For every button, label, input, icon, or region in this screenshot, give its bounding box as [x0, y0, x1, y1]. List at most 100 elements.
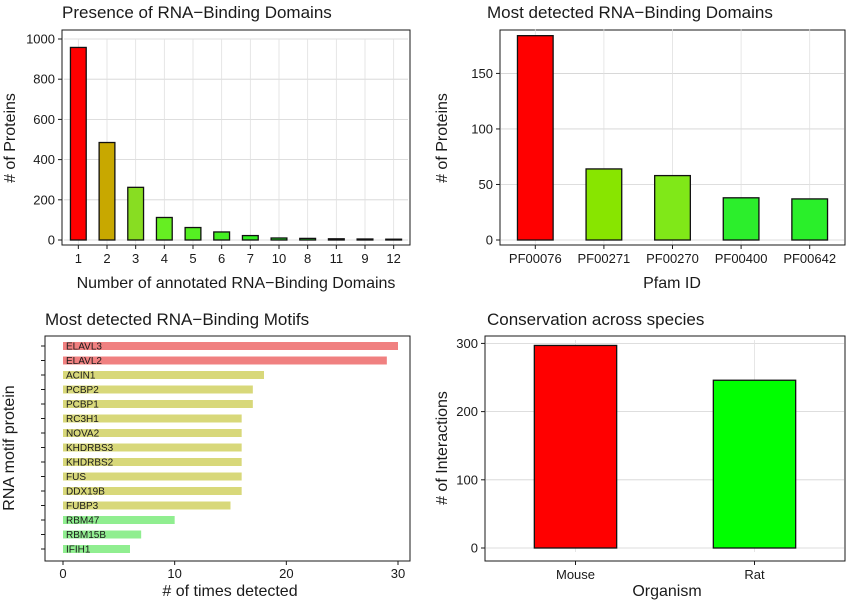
panel3-bar — [63, 458, 242, 466]
panel3-bar-label: DDX19B — [66, 487, 105, 498]
panel4-y-axis-label: # of Interactions — [434, 391, 451, 505]
panel3-bar-label: ELAVL3 — [66, 342, 102, 353]
panel2-bars — [516, 35, 829, 241]
panel2-x-tick-label: PF00076 — [509, 251, 562, 266]
panel2-bar — [585, 168, 623, 241]
panel2-x-tick-label: PF00270 — [646, 251, 699, 266]
panel1-x-tick-label: 1 — [75, 251, 82, 266]
panel3-bar — [63, 342, 398, 350]
panel3-bar — [63, 501, 231, 510]
panel1-y-tick-label: 200 — [33, 192, 55, 207]
panel2-title: Most detected RNA−Binding Domains — [487, 3, 773, 22]
panel3-y-ticks — [41, 345, 45, 550]
panel3-bar-label: RC3H1 — [66, 414, 99, 425]
panel1-x-tick-label: 12 — [386, 251, 400, 266]
panel4-bars — [533, 344, 797, 549]
panel1-bar — [127, 186, 145, 241]
panel3-bar-label: KHDRBS2 — [66, 458, 114, 469]
panel3-bar-label: NOVA2 — [66, 429, 100, 440]
panel2-y-tick-label: 50 — [479, 177, 493, 192]
panel4-x-ticks: Mouse Rat — [556, 561, 765, 582]
panel3-bar-label: IFIH1 — [66, 545, 91, 556]
panel2-bar — [654, 174, 691, 241]
panel3-bar-label: PCBP2 — [66, 385, 99, 396]
panel3-bar — [63, 516, 175, 524]
panel2-x-axis-label: Pfam ID — [643, 275, 701, 292]
panel1-x-tick-label: 10 — [272, 251, 286, 266]
panel3-bar — [63, 356, 387, 365]
panel1-y-ticks: 0 200 400 600 800 1000 — [26, 32, 62, 248]
panel1-x-tick-label: 8 — [304, 251, 311, 266]
panel4-y-tick-label: 300 — [456, 336, 478, 351]
panel1-title: Presence of RNA−Binding Domains — [62, 3, 332, 22]
panel3-x-ticks: 0 10 20 30 — [59, 561, 405, 581]
panel2-bar — [791, 198, 829, 241]
panel1-bar — [270, 237, 288, 241]
panel1-bars — [69, 46, 403, 241]
panel3-bar-label: KHDRBS3 — [66, 443, 114, 454]
panel3-bar — [63, 400, 253, 408]
panel4-y-tick-label: 200 — [456, 404, 478, 419]
panel3-bar — [63, 530, 142, 539]
panel3-bar-label: ACIN1 — [66, 371, 96, 382]
panel1-x-tick-label: 6 — [218, 251, 225, 266]
panel3-bar-label: FUBP3 — [66, 501, 99, 512]
panel-most-detected-motifs: Most detected RNA−Binding Motifs ELAVL3E… — [1, 310, 411, 600]
panel3-x-tick-label: 10 — [167, 566, 181, 581]
panel4-y-tick-label: 0 — [471, 541, 478, 556]
panel3-title: Most detected RNA−Binding Motifs — [45, 310, 309, 329]
panel1-x-tick-label: 9 — [361, 251, 368, 266]
panel1-x-ticks: 1 2 3 4 5 6 7 10 8 11 9 12 — [75, 245, 401, 266]
panel4-bar — [533, 344, 618, 549]
panel4-x-tick-label: Mouse — [556, 567, 595, 582]
panel3-bar — [63, 545, 130, 553]
panel1-bar — [241, 234, 259, 241]
panel2-x-tick-label: PF00400 — [715, 251, 768, 266]
panel1-x-tick-label: 2 — [103, 251, 110, 266]
panel3-bar — [63, 371, 264, 379]
panel2-bar — [722, 197, 760, 241]
panel1-plot-frame — [61, 29, 411, 246]
panel1-y-tick-label: 800 — [33, 72, 55, 87]
panel4-x-axis-label: Organism — [632, 583, 701, 600]
panel1-bar — [213, 231, 231, 241]
panel4-y-tick-label: 100 — [456, 472, 478, 487]
panel-presence-domains: Presence of RNA−Binding Domains 0 200 400 6… — [2, 3, 411, 292]
panel1-y-tick-label: 0 — [48, 233, 55, 248]
panel3-bar-label: ELAVL2 — [66, 356, 102, 367]
panel1-bar — [385, 238, 403, 241]
panel-conservation: Conservation across species 0 100 200 300 M… — [434, 310, 846, 600]
panel1-x-tick-label: 5 — [189, 251, 196, 266]
panel3-bar-label: PCBP1 — [66, 400, 99, 411]
panel3-x-tick-label: 20 — [279, 566, 293, 581]
panel1-x-tick-label: 3 — [132, 251, 139, 266]
panel2-bar — [516, 35, 554, 241]
panel4-x-tick-label: Rat — [744, 567, 765, 582]
panel2-x-ticks: PF00076 PF00271 PF00270 PF00400 PF00642 — [509, 245, 836, 266]
panel1-x-axis-label: Number of annotated RNA−Binding Domains — [77, 275, 396, 292]
panel3-bar-label: FUS — [66, 472, 86, 483]
panel1-bar — [184, 226, 202, 241]
panel1-bar — [299, 237, 317, 241]
panel-most-detected-domains: Most detected RNA−Binding Domains 0 50 100… — [434, 3, 846, 292]
panel1-x-tick-label: 7 — [247, 251, 254, 266]
panel1-x-tick-label: 11 — [330, 251, 344, 266]
panel3-bar — [63, 385, 253, 394]
panel3-x-axis-label: # of times detected — [162, 583, 297, 600]
panel4-bar — [712, 379, 797, 549]
panel3-x-tick-label: 30 — [391, 566, 405, 581]
panel2-x-tick-label: PF00642 — [783, 251, 836, 266]
panel1-y-tick-label: 1000 — [26, 32, 55, 47]
panel1-y-tick-label: 600 — [33, 112, 55, 127]
panel3-bar — [63, 443, 242, 452]
panel4-title: Conservation across species — [487, 310, 704, 329]
panel1-x-tick-label: 4 — [161, 251, 168, 266]
panel3-bar — [63, 429, 242, 437]
panel1-y-axis-label: # of Proteins — [2, 93, 19, 183]
panel2-x-tick-label: PF00271 — [578, 251, 631, 266]
panel1-y-tick-label: 400 — [33, 152, 55, 167]
panel2-y-tick-label: 100 — [471, 121, 493, 136]
panel1-bar — [356, 238, 374, 241]
panel3-bars: ELAVL3 ELAVL2 ACIN1 PCBP2 PCBP1 RC3H1 NOVA2 KHD… — [63, 342, 398, 556]
